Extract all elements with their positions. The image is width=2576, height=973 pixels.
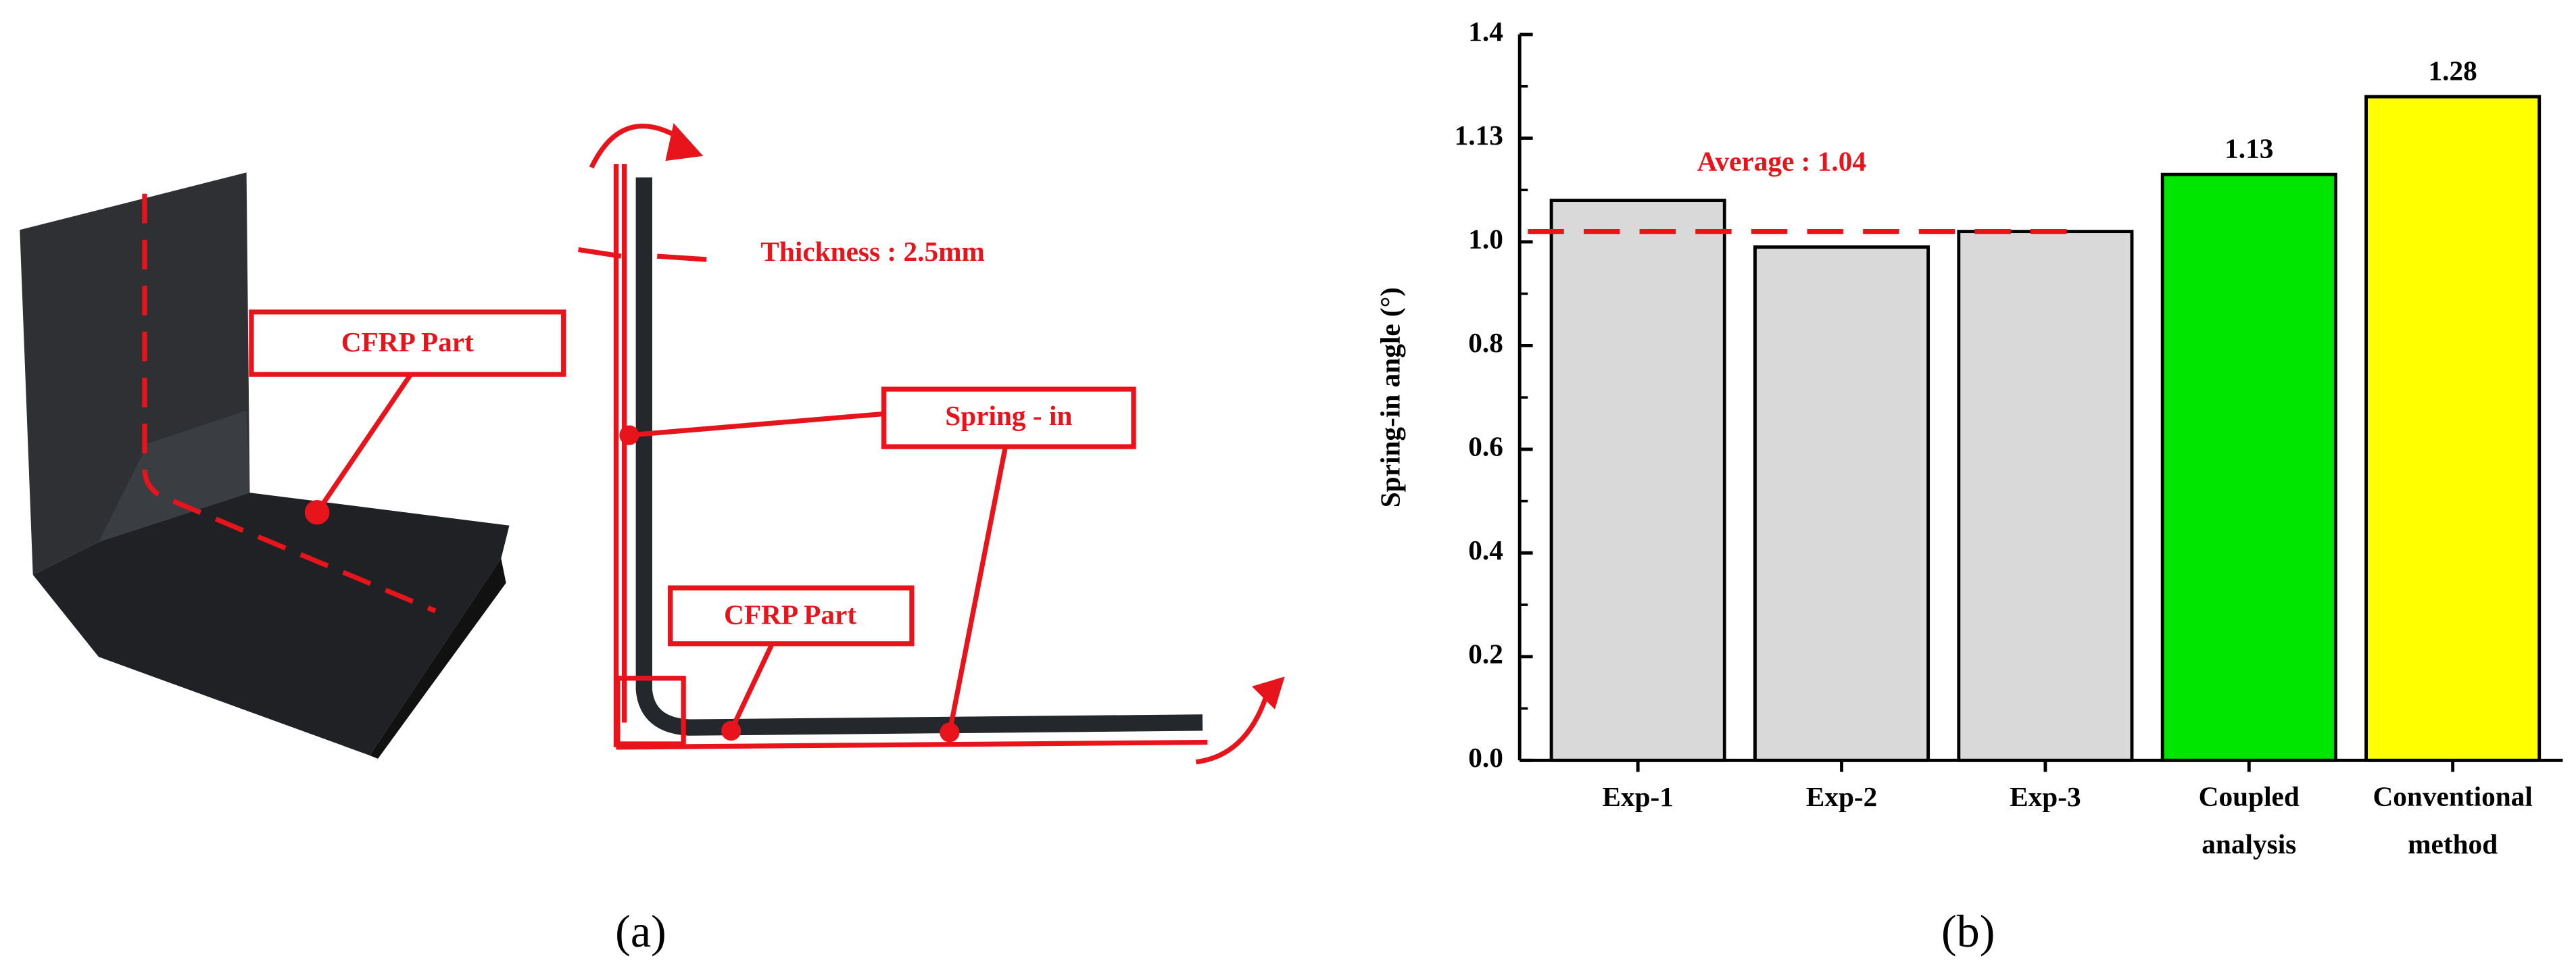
value-label: 1.13 bbox=[2225, 133, 2273, 164]
section-diagram bbox=[578, 123, 1285, 765]
x-tick-label: Exp-1 bbox=[1602, 781, 1674, 812]
y-tick-label: 1.0 bbox=[1468, 223, 1503, 254]
x-tick-label: Exp-3 bbox=[2010, 781, 2081, 812]
bar bbox=[2364, 95, 2542, 762]
y-tick-label: 1.4 bbox=[1468, 16, 1503, 47]
bar bbox=[1549, 199, 1726, 762]
y-tick-label: 0.8 bbox=[1468, 327, 1503, 358]
caption-b: (b) bbox=[1941, 905, 1995, 957]
x-tick-label: Conventional method bbox=[2373, 781, 2532, 859]
caption-a: (a) bbox=[615, 905, 666, 957]
y-tick-label: 0.0 bbox=[1468, 742, 1503, 773]
bar bbox=[1753, 245, 1930, 762]
section-label: CFRP Part bbox=[724, 599, 856, 630]
photo-annotations bbox=[142, 193, 566, 614]
y-tick-label: 0.6 bbox=[1468, 430, 1503, 461]
thickness-label: Thickness : 2.5mm bbox=[760, 236, 985, 267]
annotation: Average : 1.04 bbox=[1697, 146, 1866, 177]
photo-label: CFRP Part bbox=[341, 326, 474, 357]
bar bbox=[1957, 230, 2134, 762]
value-label: 1.28 bbox=[2428, 55, 2477, 86]
y-axis-label: Spring-in angle (°) bbox=[1375, 287, 1407, 507]
y-tick-label: 1.13 bbox=[1455, 120, 1503, 151]
bar bbox=[2160, 172, 2337, 762]
photo bbox=[20, 172, 510, 759]
spring-in-label: Spring - in bbox=[945, 400, 1072, 431]
y-tick-label: 0.4 bbox=[1468, 534, 1503, 566]
x-tick-label: Exp-2 bbox=[1806, 781, 1878, 812]
y-tick-label: 0.2 bbox=[1468, 638, 1503, 669]
x-tick-label: Coupled analysis bbox=[2199, 781, 2300, 859]
